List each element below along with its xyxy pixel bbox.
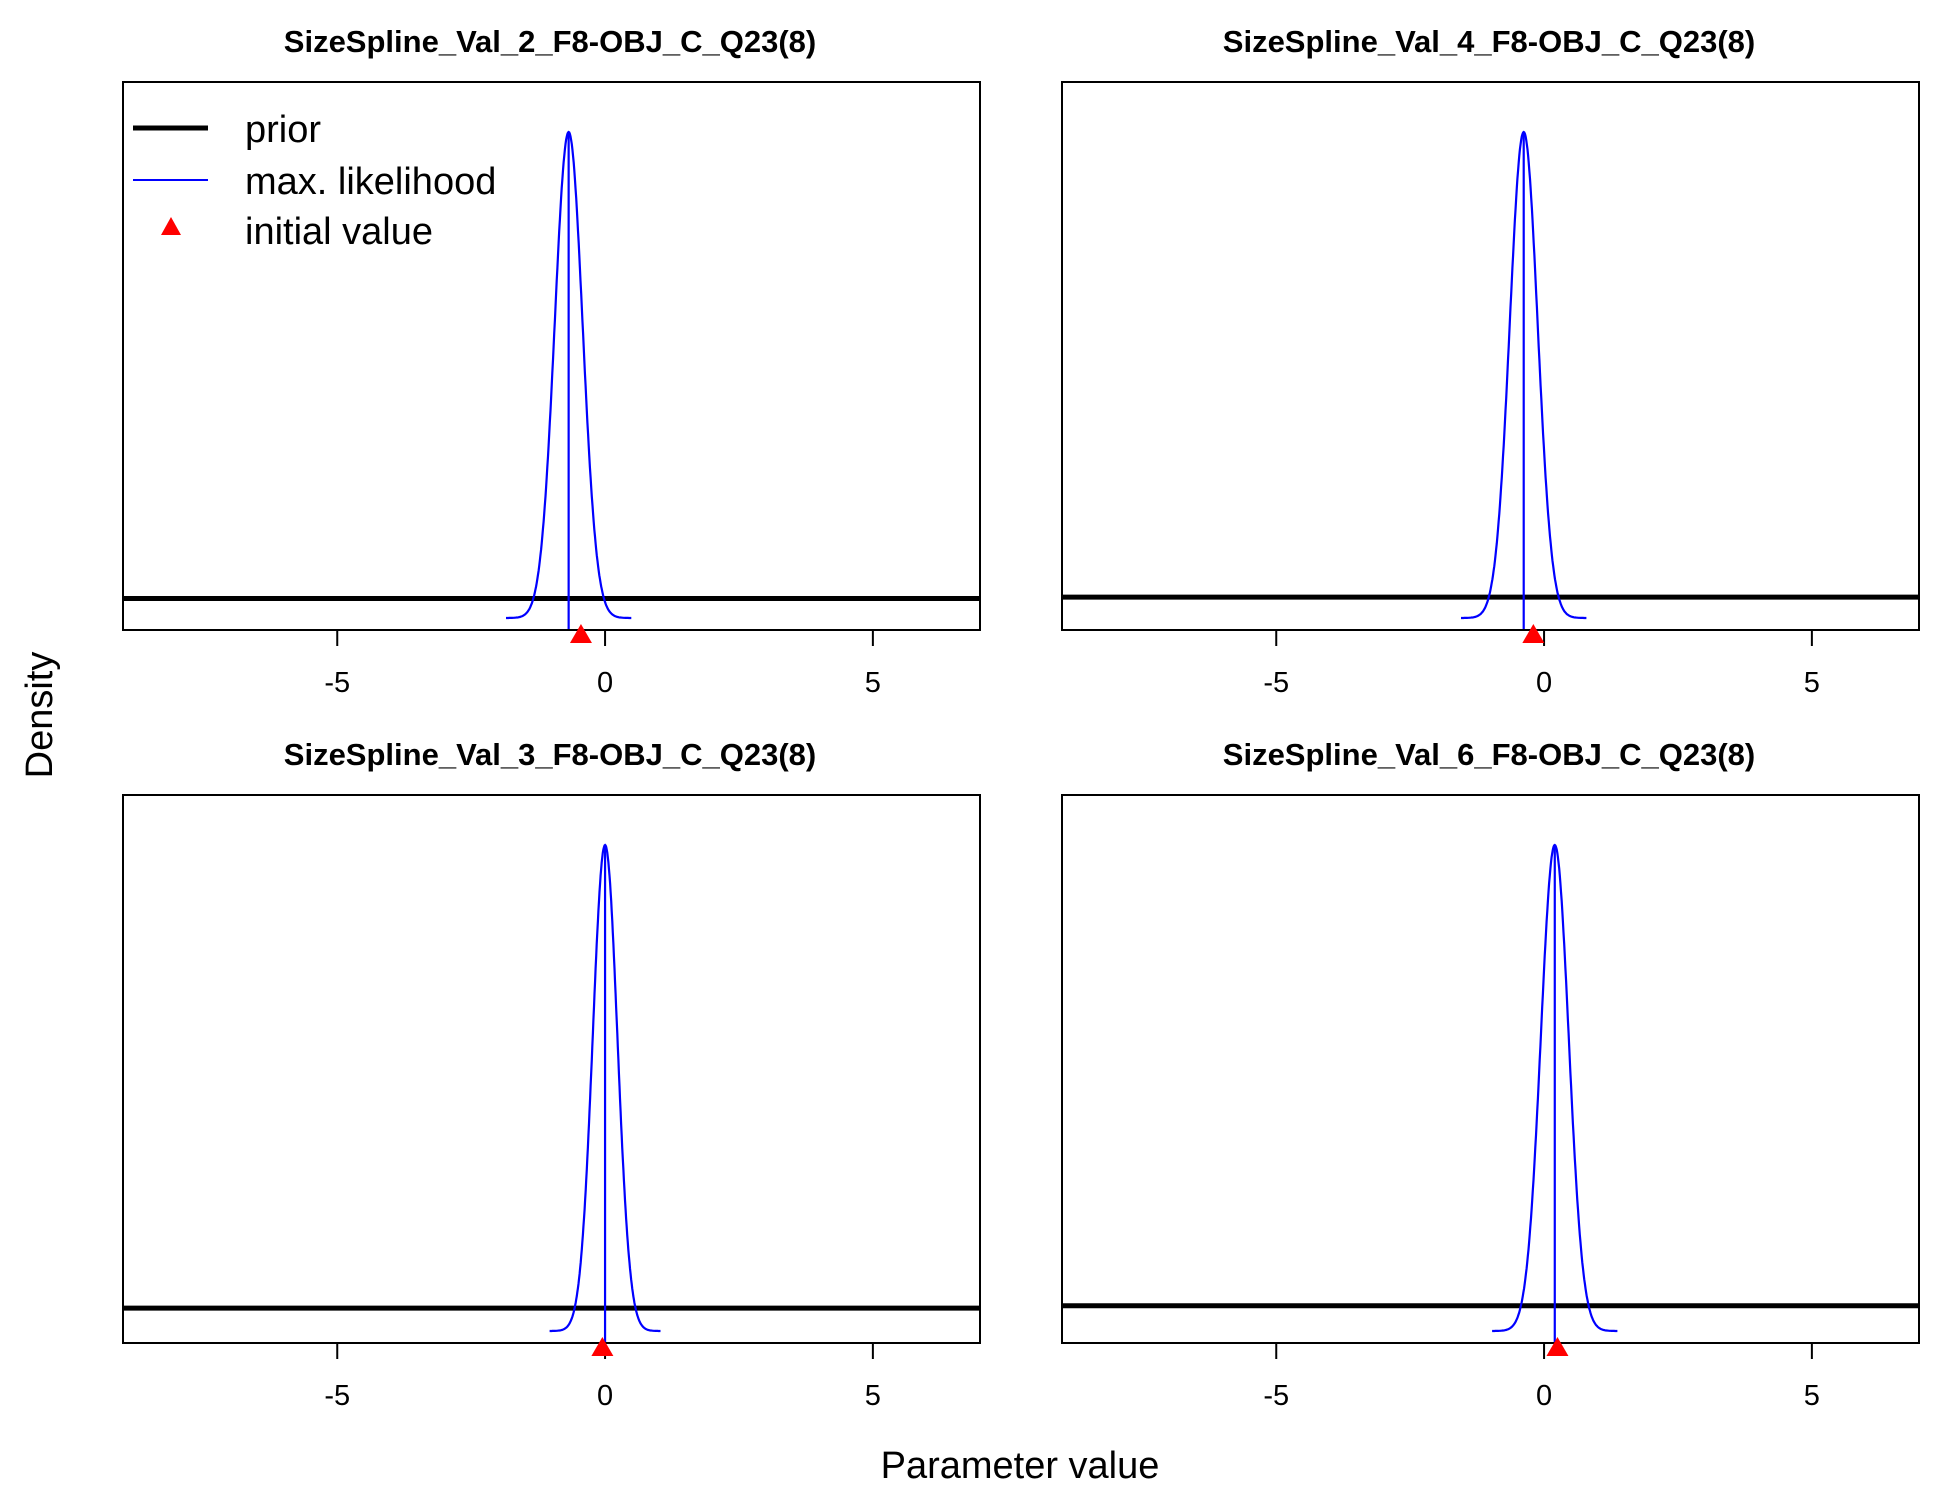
x-axis-title: Parameter value [881,1445,1160,1487]
plot-frame [122,81,981,631]
x-tick-label: 5 [865,1380,881,1412]
x-tick-label: 0 [1536,667,1552,699]
x-tick-label: 0 [597,667,613,699]
panel-title: SizeSpline_Val_4_F8-OBJ_C_Q23(8) [1223,24,1755,59]
y-axis-title: Density [19,652,61,779]
plot-area: -5 0 5 [1061,794,1920,1412]
legend-initial-value-marker [161,217,181,235]
x-tick-label: -5 [324,667,350,699]
plot-area: -5 0 5 [122,794,981,1412]
panel-1: SizeSpline_Val_2_F8-OBJ_C_Q23(8) -5 0 5 pr… [122,24,981,699]
panel-title: SizeSpline_Val_2_F8-OBJ_C_Q23(8) [284,24,816,59]
x-tick-label: 0 [597,1380,613,1412]
panel-title: SizeSpline_Val_3_F8-OBJ_C_Q23(8) [284,737,816,772]
legend: prior max. likelihood initial value [133,109,496,253]
legend-prior-label: prior [245,109,321,151]
x-tick-label: 5 [865,667,881,699]
initial-value-marker [569,624,592,643]
panel-2: SizeSpline_Val_4_F8-OBJ_C_Q23(8) -5 0 5 [1061,24,1920,699]
plot-area: -5 0 5 [122,81,981,699]
plot-area: -5 0 5 [1061,81,1920,699]
panel-title: SizeSpline_Val_6_F8-OBJ_C_Q23(8) [1223,737,1755,772]
x-tick-label: -5 [1263,1380,1289,1412]
initial-value-marker [1522,624,1545,643]
plot-frame [1061,81,1920,631]
initial-value-marker [1546,1337,1569,1356]
plot-frame [122,794,981,1344]
legend-ml-label: max. likelihood [245,161,496,203]
x-tick-label: 5 [1804,1380,1820,1412]
initial-value-marker [591,1337,614,1356]
panel-4: SizeSpline_Val_6_F8-OBJ_C_Q23(8) -5 0 5 [1061,737,1920,1412]
legend-initial-value-label: initial value [245,211,433,253]
x-tick-label: 5 [1804,667,1820,699]
panel-3: SizeSpline_Val_3_F8-OBJ_C_Q23(8) -5 0 5 [122,737,981,1412]
x-tick-label: 0 [1536,1380,1552,1412]
x-tick-label: -5 [1263,667,1289,699]
x-tick-label: -5 [324,1380,350,1412]
plot-frame [1061,794,1920,1344]
